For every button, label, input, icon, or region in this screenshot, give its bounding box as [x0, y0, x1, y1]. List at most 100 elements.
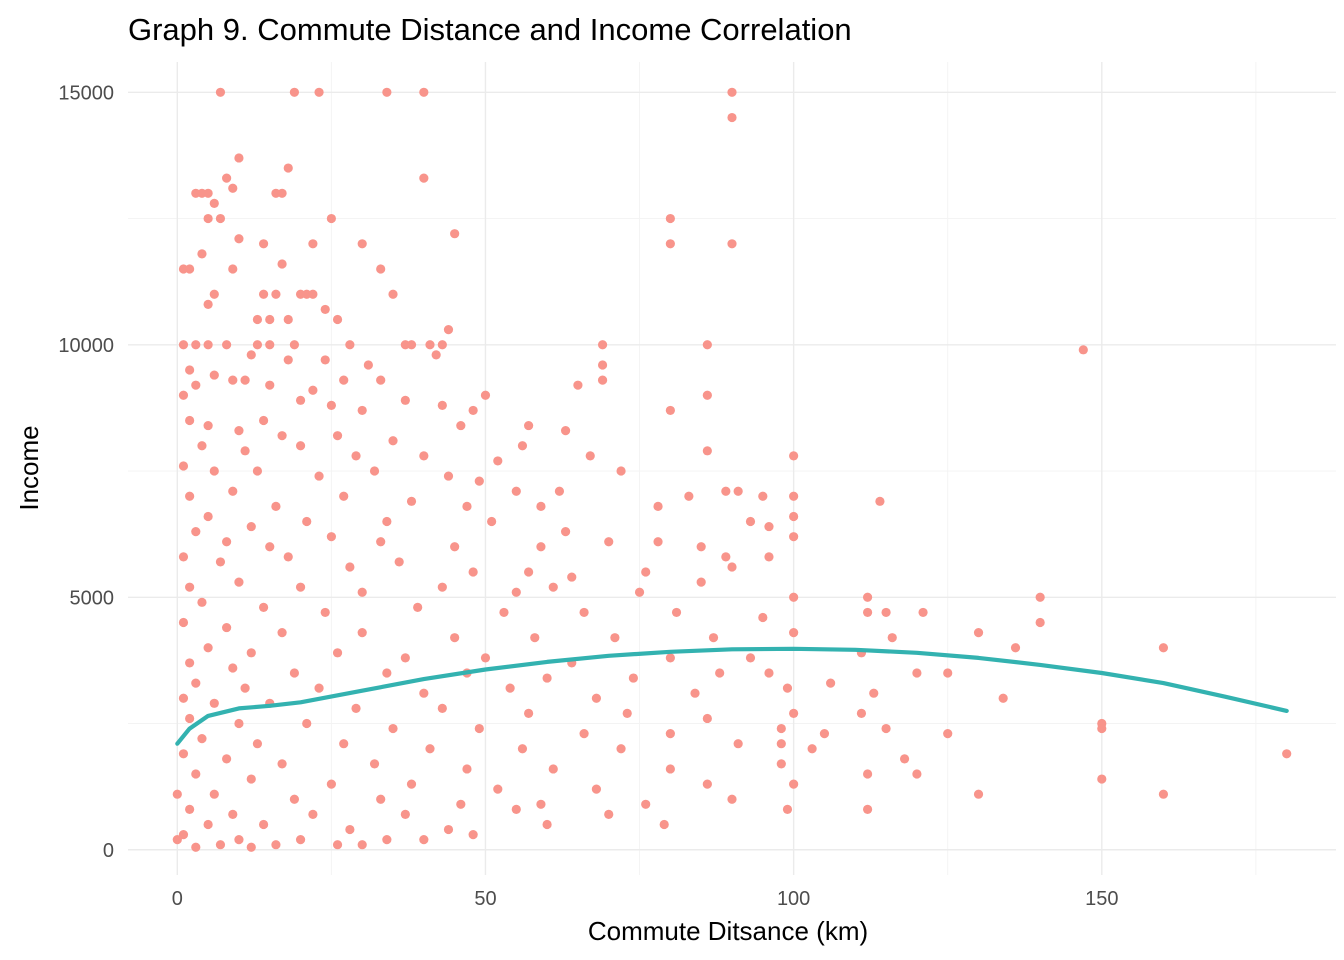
data-point [419, 173, 429, 183]
data-point [332, 648, 343, 658]
data-point [209, 698, 219, 708]
data-point [314, 683, 324, 693]
data-point [597, 340, 608, 350]
data-point [172, 835, 182, 845]
data-point [258, 415, 269, 426]
data-point [690, 688, 700, 698]
data-point [289, 340, 300, 350]
data-point [234, 718, 244, 729]
data-point [258, 239, 269, 249]
data-point [431, 350, 441, 360]
data-point [1035, 617, 1045, 628]
data-point [487, 516, 497, 527]
data-point [437, 400, 447, 410]
data-point [228, 375, 238, 385]
data-point [283, 163, 293, 173]
data-point [295, 835, 306, 845]
data-point [702, 390, 712, 400]
data-point [185, 658, 195, 668]
data-point [517, 441, 528, 451]
data-point [493, 784, 503, 794]
data-point [345, 340, 355, 350]
data-point [727, 562, 737, 572]
data-point [419, 688, 429, 698]
data-point [554, 486, 565, 496]
y-tick-label: 0 [103, 840, 114, 862]
data-point [462, 501, 472, 511]
data-point [493, 456, 503, 466]
data-point [622, 708, 632, 719]
data-point [560, 527, 571, 537]
data-point [326, 532, 336, 542]
data-point [862, 804, 873, 814]
data-point [1282, 749, 1292, 759]
data-point [326, 213, 336, 224]
chart-title: Graph 9. Commute Distance and Income Cor… [128, 12, 852, 47]
data-point [369, 466, 380, 476]
data-point [357, 587, 367, 597]
data-point [1097, 774, 1107, 784]
data-point [443, 325, 454, 335]
data-point [912, 668, 922, 678]
data-point [332, 431, 343, 441]
data-point [277, 628, 287, 638]
x-tick-label: 0 [172, 888, 183, 910]
data-point [271, 289, 281, 299]
data-point [425, 340, 435, 350]
data-point [862, 607, 873, 618]
data-point [222, 173, 232, 183]
data-point [252, 739, 263, 749]
data-point [185, 491, 195, 501]
data-point [727, 87, 737, 97]
data-point [862, 769, 873, 779]
data-point [567, 572, 577, 582]
data-point [246, 774, 256, 784]
data-point [185, 264, 195, 274]
data-point [314, 87, 324, 97]
data-point [283, 552, 293, 562]
data-point [782, 804, 793, 814]
tick-labels: 0 50 100 150 0 5000 10000 15000 [58, 82, 1118, 910]
data-point [302, 516, 312, 527]
data-point [209, 466, 219, 476]
data-point [191, 678, 201, 688]
data-point [702, 340, 712, 350]
data-point [406, 779, 417, 789]
data-point [425, 744, 435, 754]
data-point [943, 729, 953, 739]
data-point [499, 607, 509, 618]
data-point [289, 668, 300, 678]
data-point [234, 153, 244, 163]
data-point [197, 597, 207, 607]
data-point [191, 769, 201, 779]
data-point [579, 729, 589, 739]
data-point [295, 441, 306, 451]
data-point [289, 87, 300, 97]
data-point [252, 340, 263, 350]
trend-line [175, 646, 1289, 746]
data-point [1078, 345, 1088, 355]
data-point [1010, 643, 1021, 653]
x-axis-title: Commute Ditsance (km) [588, 916, 868, 946]
x-tick-label: 100 [777, 888, 810, 910]
data-point [973, 789, 984, 799]
data-point [443, 471, 454, 481]
data-point [573, 380, 583, 390]
data-point [943, 668, 953, 678]
data-point [597, 360, 608, 370]
data-point [178, 830, 189, 840]
data-point [191, 380, 201, 390]
data-point [388, 436, 398, 446]
data-point [326, 779, 336, 789]
data-point [234, 426, 244, 436]
data-point [345, 824, 355, 835]
data-point [524, 567, 534, 577]
data-point [696, 542, 706, 552]
data-point [326, 400, 336, 410]
data-point [665, 764, 675, 774]
data-point [604, 809, 614, 820]
data-point [579, 607, 589, 618]
data-point [222, 754, 232, 764]
data-point [246, 648, 256, 658]
